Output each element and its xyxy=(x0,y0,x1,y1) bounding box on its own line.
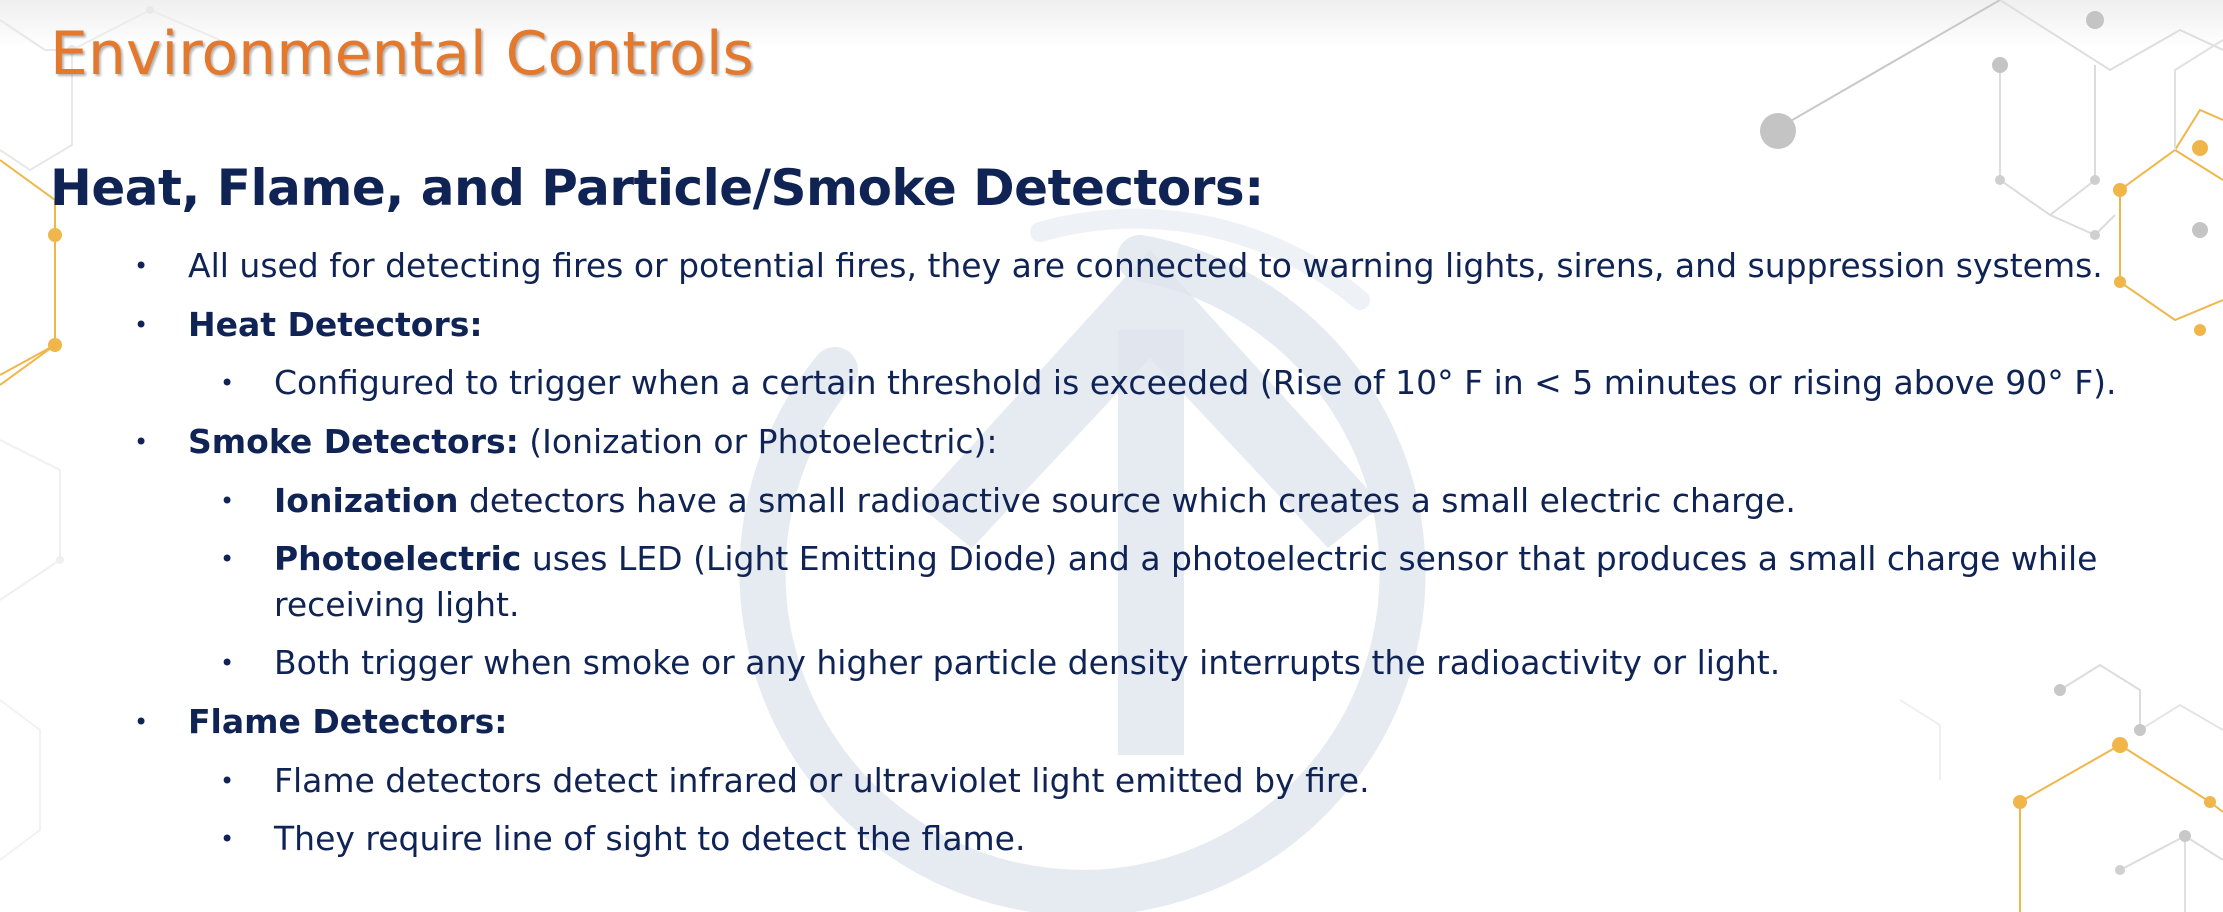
bullet-text: Flame detectors detect infrared or ultra… xyxy=(274,761,1370,800)
bullet-text: They require line of sight to detect the… xyxy=(274,819,1026,858)
bullet-rest-text: uses LED (Light Emitting Diode) and a ph… xyxy=(521,539,2098,578)
watermark-logo xyxy=(739,208,1426,912)
hexagon-network-top-right xyxy=(1760,0,2223,336)
bullet-icon: • xyxy=(220,767,235,795)
bullet-bold-label: Flame Detectors: xyxy=(188,702,508,741)
slide-title: Environmental Controls xyxy=(50,19,754,89)
bullet-text: Both trigger when smoke or any higher pa… xyxy=(274,643,1781,682)
bullet-icon: • xyxy=(134,428,149,456)
bullet-icon: • xyxy=(134,252,149,280)
bullet-icon: • xyxy=(220,649,235,677)
bullet-rest-text: (Ionization or Photoelectric): xyxy=(518,422,998,461)
bullet-bold-label: Photoelectric xyxy=(274,539,522,578)
bullet-rest-text: detectors have a small radioactive sourc… xyxy=(458,481,1796,520)
section-heading: Heat, Flame, and Particle/Smoke Detector… xyxy=(50,159,1264,217)
bullet-icon: • xyxy=(220,487,235,515)
bullet-bold-label: Heat Detectors: xyxy=(188,305,483,344)
bullet-icon: • xyxy=(220,545,235,573)
bullet-text: All used for detecting fires or potentia… xyxy=(188,246,2103,285)
bullet-icon: • xyxy=(134,708,149,736)
bullet-text: Smoke Detectors: (Ionization or Photoele… xyxy=(188,420,998,464)
bullet-bold-label: Ionization xyxy=(274,481,459,520)
hexagon-network-bottom-right xyxy=(1899,663,2223,912)
bullet-continuation-text: receiving light. xyxy=(274,585,520,624)
bullet-text: Photoelectric uses LED (Light Emitting D… xyxy=(274,537,2097,581)
hexagon-network-top-left xyxy=(0,6,221,861)
bullet-text: Ionization detectors have a small radioa… xyxy=(274,479,1796,523)
bullet-icon: • xyxy=(134,311,149,339)
bullet-text: Configured to trigger when a certain thr… xyxy=(274,363,2117,402)
top-shade xyxy=(0,0,2223,48)
bullet-icon: • xyxy=(220,369,235,397)
bullet-bold-label: Smoke Detectors: xyxy=(188,422,519,461)
bullet-icon: • xyxy=(220,825,235,853)
